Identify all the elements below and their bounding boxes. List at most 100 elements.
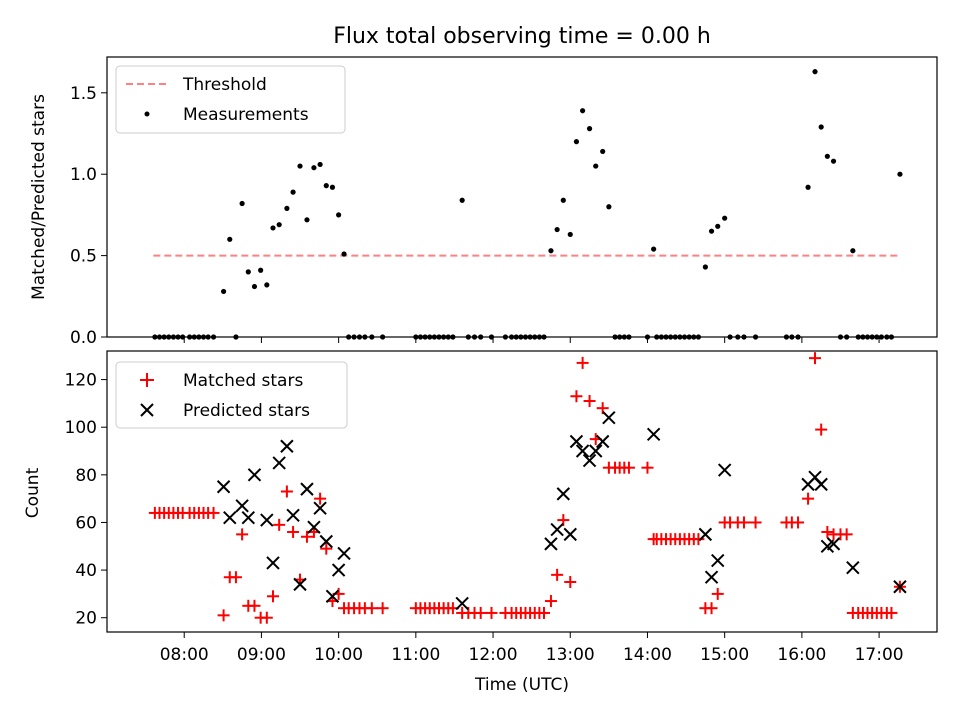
count-legend-box <box>115 361 348 429</box>
ratio-plot-frame <box>106 56 938 338</box>
matched-point <box>273 518 286 531</box>
predicted-point-b <box>826 537 841 551</box>
ratio-y-tick-label: 1.0 <box>70 165 97 185</box>
count-x-tick-label: 17:00 <box>855 645 904 665</box>
count-y-tick-label: 80 <box>75 466 97 486</box>
measurement-point <box>560 197 566 203</box>
predicted-point <box>550 522 564 537</box>
measurement-point <box>245 269 251 275</box>
predicted-point-b <box>280 439 294 453</box>
predicted-point-b <box>711 553 725 568</box>
matched-point <box>570 390 583 403</box>
predicted-point-b <box>293 577 307 592</box>
predicted-point <box>814 477 828 492</box>
predicted-point-b <box>704 570 719 584</box>
predicted-point-b <box>241 510 256 525</box>
count-y-tick-label: 40 <box>75 561 97 581</box>
x-axis-label: Time (UTC) <box>474 675 569 695</box>
matched-point <box>551 568 564 581</box>
legend-matched-swatch <box>140 373 154 387</box>
measurement-point <box>251 283 258 290</box>
ratio-y-tick-label: 0.5 <box>70 247 97 267</box>
predicted-point-b <box>331 563 346 577</box>
predicted-point <box>272 456 286 470</box>
count-x-tick-label: 13:00 <box>546 645 595 665</box>
measurement-point <box>580 108 586 114</box>
count-x-tick-label: 16:00 <box>777 645 826 665</box>
matched-point <box>485 606 498 619</box>
matched-point <box>248 599 261 612</box>
predicted-point <box>698 527 713 542</box>
matched-point <box>583 395 596 408</box>
count-plot-frame <box>106 350 938 633</box>
matched-point <box>314 492 327 505</box>
predicted-point-b <box>307 520 321 534</box>
measurement-point <box>606 204 612 210</box>
measurement-point <box>812 69 818 75</box>
measurement-point <box>586 126 593 132</box>
legend-threshold-label: Threshold <box>182 75 267 95</box>
measurement-point <box>593 163 599 169</box>
measurement-point <box>459 197 465 203</box>
predicted-point-b <box>260 513 274 527</box>
measurement-point <box>548 248 554 254</box>
matched-point <box>217 609 230 622</box>
measurement-point <box>824 153 830 159</box>
predicted-point-b <box>595 434 610 449</box>
measurement-point <box>258 267 264 273</box>
predicted-point-b <box>313 501 327 515</box>
measurement-point <box>290 189 296 195</box>
predicted-point-b <box>808 470 822 484</box>
ratio-y-tick-label: 1.5 <box>70 84 97 104</box>
count-y-axis: 20 40 60 80 100 120 <box>65 371 107 629</box>
predicted-point-b <box>337 546 351 561</box>
matched-point <box>749 516 762 529</box>
matched-point <box>802 492 815 505</box>
legend-measurements-label: Measurements <box>183 105 309 125</box>
predicted-point-b <box>247 468 262 482</box>
matched-point <box>236 528 249 541</box>
predicted-point-b <box>698 527 713 542</box>
matched-point <box>320 542 333 555</box>
predicted-point <box>223 510 237 525</box>
count-x-tick-label: 14:00 <box>623 645 672 665</box>
count-x-tick-label: 10:00 <box>314 645 363 665</box>
matched-point <box>641 461 654 474</box>
measurement-point <box>651 246 657 252</box>
ratio-plot: 0.0 0.5 1.0 1.5 Matched/Predicted stars Thr… <box>29 56 938 348</box>
measurement-point <box>284 205 290 211</box>
ratio-plot-content <box>152 69 903 340</box>
matched-point <box>576 356 589 369</box>
measurement-point <box>270 225 276 231</box>
matched-point <box>622 461 635 474</box>
predicted-point <box>556 487 571 501</box>
measurement-point <box>897 171 903 177</box>
measurement-point <box>297 163 303 169</box>
measurement-point <box>830 158 837 164</box>
predicted-point <box>307 520 321 534</box>
matched-point <box>840 528 853 541</box>
count-plot-content <box>148 352 907 624</box>
measurement-point <box>264 282 270 288</box>
predicted-point <box>293 577 307 592</box>
count-x-tick-label: 08:00 <box>160 645 209 665</box>
predicted-point-b <box>286 508 300 523</box>
count-y-tick-label: 60 <box>75 513 97 533</box>
predicted-point-b <box>272 456 286 470</box>
predicted-point <box>595 434 610 449</box>
matched-point <box>821 525 834 538</box>
predicted-point <box>241 510 256 525</box>
predicted-point <box>602 410 616 425</box>
matched-point <box>711 587 724 600</box>
measurement-point <box>304 217 310 223</box>
legend-predicted-swatch <box>140 403 154 417</box>
count-x-tick-label: 15:00 <box>700 645 749 665</box>
measurement-point <box>239 200 245 207</box>
predicted-point-b <box>563 527 577 542</box>
predicted-point <box>286 508 300 523</box>
predicted-point <box>319 534 333 549</box>
matched-point <box>260 611 273 624</box>
predicted-point <box>846 560 860 575</box>
predicted-point-b <box>325 589 340 603</box>
count-y-tick-label: 100 <box>65 418 97 438</box>
